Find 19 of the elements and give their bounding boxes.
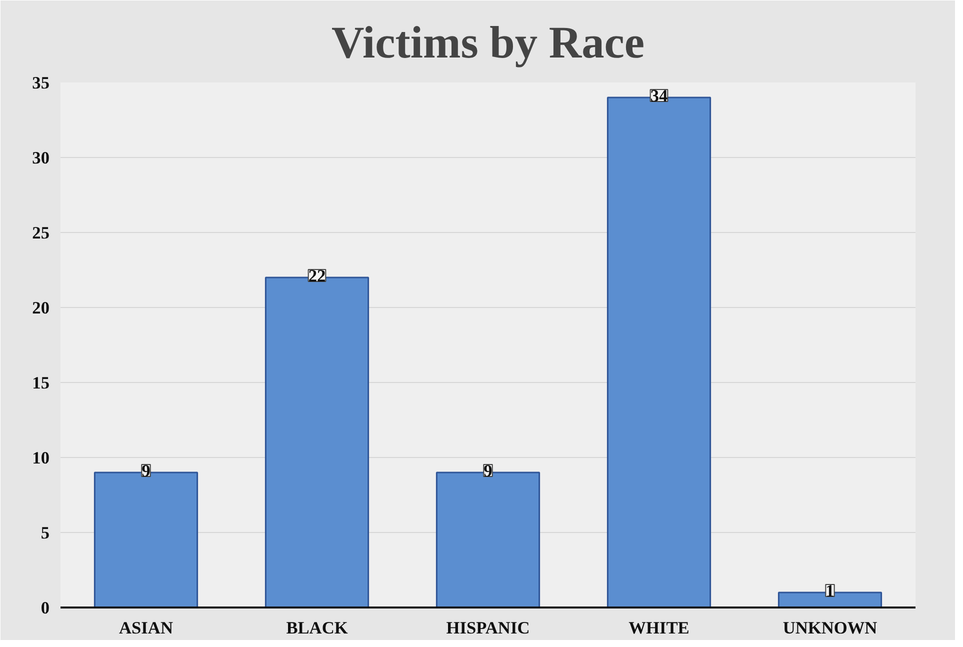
y-tick-label: 35	[32, 74, 50, 92]
data-label: 9	[484, 462, 493, 480]
y-tick-label: 20	[32, 298, 50, 318]
y-tick-label: 10	[32, 448, 50, 468]
y-tick-label: 30	[32, 148, 50, 168]
chart-title: Victims by Race	[331, 18, 645, 68]
y-tick-label: 25	[32, 224, 50, 242]
x-tick-label: BLACK	[286, 618, 348, 638]
data-label: 1	[826, 582, 834, 600]
y-tick-label: 0	[40, 598, 50, 618]
y-tick-label: 15	[32, 374, 50, 392]
data-label: 9	[142, 462, 151, 480]
y-tick-label: 5	[40, 524, 50, 542]
x-tick-label: ASIAN	[119, 618, 174, 638]
data-label: 22	[308, 266, 326, 286]
data-label: 34	[650, 86, 668, 106]
x-tick-label: WHITE	[628, 618, 690, 638]
x-tick-label: UNKNOWN	[782, 618, 878, 638]
x-tick-label: HISPANIC	[446, 618, 530, 638]
